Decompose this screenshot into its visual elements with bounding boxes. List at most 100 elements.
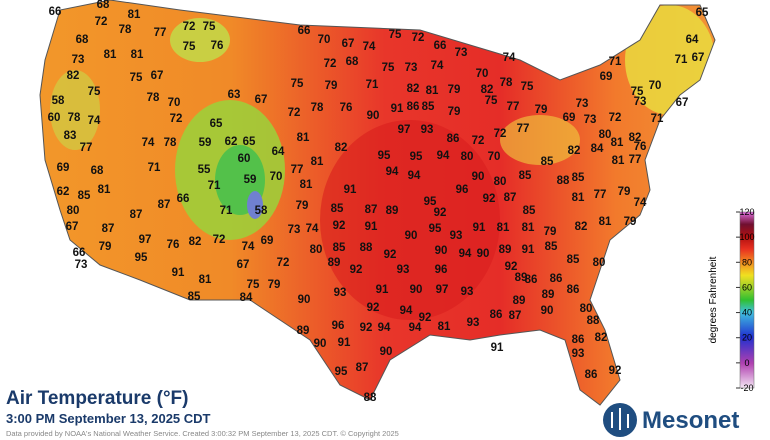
station-temperature: 89: [542, 289, 555, 301]
station-temperature: 68: [91, 165, 104, 177]
station-temperature: 76: [211, 40, 224, 52]
station-temperature: 76: [167, 239, 180, 251]
station-temperature: 71: [366, 79, 379, 91]
station-temperature: 82: [629, 132, 642, 144]
station-temperature: 67: [151, 70, 164, 82]
station-temperature: 90: [435, 245, 448, 257]
station-temperature: 75: [521, 81, 534, 93]
station-temperature: 78: [311, 102, 324, 114]
station-temperature: 76: [634, 141, 647, 153]
station-temperature: 75: [631, 86, 644, 98]
station-temperature: 94: [437, 150, 450, 162]
station-temperature: 75: [389, 29, 402, 41]
station-temperature: 70: [168, 97, 181, 109]
station-temperature: 88: [587, 315, 600, 327]
station-temperature: 97: [436, 284, 449, 296]
station-temperature: 95: [335, 366, 348, 378]
station-temperature: 77: [594, 189, 607, 201]
station-temperature: 58: [255, 205, 268, 217]
station-temperature: 85: [572, 172, 585, 184]
station-temperature: 77: [154, 27, 167, 39]
station-temperature: 79: [535, 104, 548, 116]
station-temperature: 72: [213, 234, 226, 246]
colorbar-tick-label: -20: [740, 383, 753, 393]
station-temperature: 81: [426, 85, 439, 97]
station-temperature: 87: [509, 310, 522, 322]
station-temperature: 74: [503, 52, 516, 64]
station-temperature: 92: [419, 312, 432, 324]
station-temperature: 69: [57, 162, 70, 174]
station-temperature: 93: [397, 264, 410, 276]
station-temperature: 70: [488, 151, 501, 163]
station-temperature: 78: [500, 77, 513, 89]
station-temperature: 71: [208, 180, 221, 192]
logo-mark: [611, 408, 629, 430]
station-temperature: 85: [541, 156, 554, 168]
station-temperature: 71: [651, 113, 664, 125]
station-temperature: 90: [367, 110, 380, 122]
station-temperature: 69: [261, 235, 274, 247]
station-temperature: 65: [210, 118, 223, 130]
station-temperature: 85: [78, 190, 91, 202]
station-temperature: 85: [545, 241, 558, 253]
station-temperature: 72: [412, 32, 425, 44]
station-temperature: 80: [593, 257, 606, 269]
station-temperature: 73: [455, 47, 468, 59]
station-temperature: 81: [131, 49, 144, 61]
station-temperature: 92: [505, 261, 518, 273]
station-temperature: 69: [600, 71, 613, 83]
station-temperature: 66: [73, 247, 86, 259]
station-temperature: 86: [447, 133, 460, 145]
station-temperature: 77: [291, 164, 304, 176]
station-temperature: 75: [291, 78, 304, 90]
station-temperature: 88: [364, 392, 377, 404]
colorbar-tick-label: 80: [742, 257, 752, 267]
station-temperature: 79: [618, 186, 631, 198]
station-temperature: 91: [338, 337, 351, 349]
station-temperature: 66: [298, 25, 311, 37]
station-temperature: 90: [541, 305, 554, 317]
station-temperature: 96: [332, 320, 345, 332]
station-temperature: 55: [198, 164, 211, 176]
station-temperature: 82: [568, 145, 581, 157]
station-temperature: 80: [67, 205, 80, 217]
station-temperature: 84: [591, 143, 604, 155]
station-temperature: 71: [675, 54, 688, 66]
station-temperature: 81: [599, 216, 612, 228]
station-temperature: 65: [696, 7, 709, 19]
station-temperature: 75: [88, 86, 101, 98]
station-temperature: 85: [519, 170, 532, 182]
station-temperature: 86: [550, 273, 563, 285]
station-temperature: 73: [405, 62, 418, 74]
station-temperature: 80: [494, 176, 507, 188]
station-temperature: 91: [365, 221, 378, 233]
station-temperature: 81: [438, 321, 451, 333]
station-temperature: 80: [599, 129, 612, 141]
station-temperature: 79: [448, 106, 461, 118]
station-temperature: 78: [119, 24, 132, 36]
station-temperature: 88: [360, 242, 373, 254]
station-temperature: 75: [382, 62, 395, 74]
station-temperature: 90: [314, 338, 327, 350]
station-temperature: 73: [72, 54, 85, 66]
station-temperature: 66: [177, 193, 190, 205]
station-temperature: 90: [298, 294, 311, 306]
station-temperature: 84: [240, 292, 253, 304]
station-temperature: 73: [584, 114, 597, 126]
station-temperature: 80: [580, 303, 593, 315]
station-temperature: 72: [277, 257, 290, 269]
station-temperature: 92: [333, 220, 346, 232]
station-temperature: 79: [325, 80, 338, 92]
station-temperature: 82: [595, 332, 608, 344]
station-temperature: 95: [410, 151, 423, 163]
station-temperature: 64: [272, 146, 285, 158]
station-temperature: 95: [424, 196, 437, 208]
station-temperature: 92: [360, 322, 373, 334]
station-temperature: 86: [585, 369, 598, 381]
station-temperature: 85: [188, 291, 201, 303]
station-temperature: 65: [243, 136, 256, 148]
station-temperature: 87: [365, 204, 378, 216]
station-temperature: 81: [522, 222, 535, 234]
